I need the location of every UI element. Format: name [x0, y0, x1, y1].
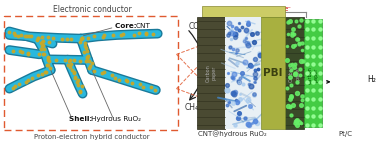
Text: CNT: CNT [135, 23, 150, 29]
Bar [202, 6, 285, 17]
Text: H⁺: H⁺ [248, 76, 257, 82]
Text: Pt/C: Pt/C [339, 131, 353, 137]
Text: H₂: H₂ [367, 75, 376, 84]
Bar [304, 19, 322, 127]
Bar [225, 17, 261, 129]
Text: CNT@hydrous RuO₂: CNT@hydrous RuO₂ [198, 131, 266, 137]
Bar [285, 17, 304, 129]
Text: PBI: PBI [263, 68, 283, 78]
Bar [4, 16, 178, 130]
Text: e⁻: e⁻ [284, 6, 291, 12]
Text: Carbon
paper: Carbon paper [308, 66, 319, 84]
Text: Proton-electron hybrid conductor: Proton-electron hybrid conductor [34, 134, 150, 140]
Text: Core:: Core: [115, 23, 139, 29]
Text: Electronic conductor: Electronic conductor [53, 5, 132, 14]
Bar [261, 17, 285, 129]
Text: CH₄: CH₄ [185, 104, 199, 112]
Text: CO₂: CO₂ [189, 22, 203, 31]
Text: Hydrous RuO₂: Hydrous RuO₂ [90, 116, 141, 122]
Text: Shell:: Shell: [70, 116, 95, 122]
Text: Carbon
paper: Carbon paper [206, 64, 217, 82]
Bar [197, 17, 225, 129]
Text: Carbon
paper: Carbon paper [289, 64, 301, 82]
